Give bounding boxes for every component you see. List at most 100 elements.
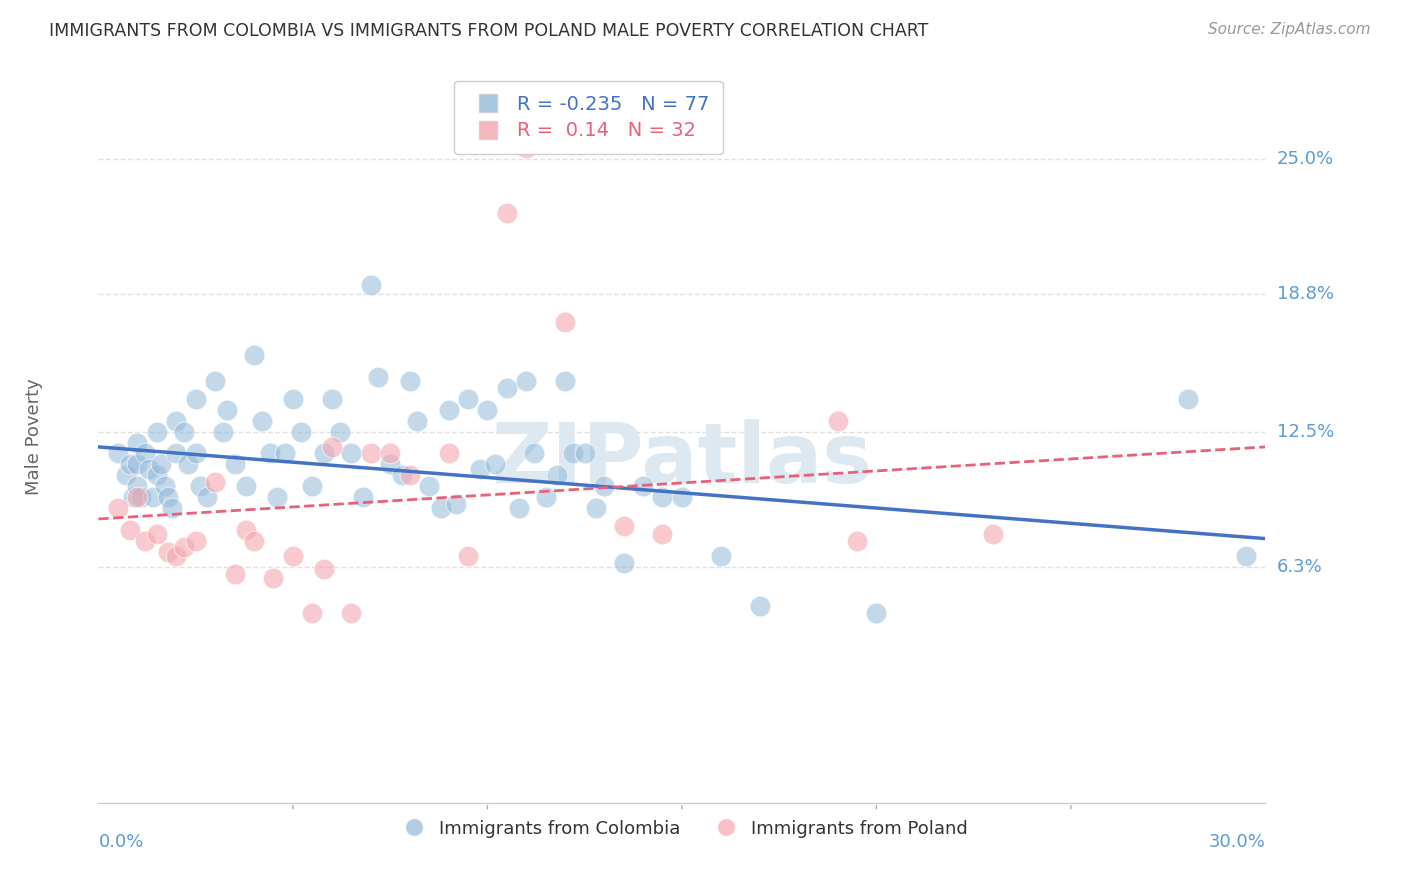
Point (184, 446, 207, 460)
Point (235, 523, 257, 537)
Point (281, 549, 304, 563)
Point (107, 501, 129, 516)
Point (243, 348, 266, 362)
Point (981, 527, 1004, 541)
Point (165, 446, 187, 460)
Point (127, 458, 149, 472)
Point (846, 533, 869, 548)
Point (484, 458, 506, 472)
Point (360, 446, 382, 460)
Point (146, 527, 169, 541)
Point (146, 468, 169, 483)
Point (138, 461, 160, 475)
Text: 12.5%: 12.5% (1277, 423, 1334, 441)
Text: 18.8%: 18.8% (1277, 285, 1333, 303)
Point (593, 479, 616, 493)
Point (149, 458, 172, 472)
Point (406, 414, 429, 428)
Point (457, 392, 479, 406)
Point (127, 435, 149, 450)
Point (134, 446, 156, 460)
Point (312, 446, 335, 460)
Point (457, 549, 479, 563)
Point (380, 458, 402, 472)
Point (748, 599, 770, 614)
Text: Male Poverty: Male Poverty (25, 379, 44, 495)
Point (146, 425, 169, 439)
Point (274, 446, 297, 460)
Point (243, 533, 266, 548)
Point (546, 468, 568, 483)
Point (204, 375, 226, 389)
Point (1177, 392, 1199, 406)
Point (184, 392, 207, 406)
Point (312, 562, 335, 576)
Point (157, 490, 180, 504)
Point (613, 518, 636, 533)
Point (651, 490, 673, 504)
Point (340, 446, 363, 460)
Point (468, 461, 491, 475)
Point (235, 479, 257, 493)
Point (437, 402, 460, 417)
Point (554, 315, 576, 329)
Point (321, 440, 343, 454)
Point (188, 479, 211, 493)
Point (562, 446, 585, 460)
Point (418, 479, 440, 493)
Point (429, 501, 451, 516)
Point (515, 375, 537, 389)
Point (122, 490, 145, 504)
Text: 0.0%: 0.0% (98, 833, 143, 851)
Point (554, 375, 576, 389)
Point (301, 606, 323, 620)
Point (162, 501, 184, 516)
Point (118, 523, 141, 537)
Point (631, 479, 654, 493)
Point (865, 606, 887, 620)
Point (534, 490, 557, 504)
Point (340, 606, 363, 620)
Point (153, 479, 176, 493)
Point (391, 468, 413, 483)
Point (360, 278, 382, 293)
Point (496, 381, 519, 395)
Point (259, 446, 281, 460)
Point (446, 497, 468, 511)
Point (352, 490, 374, 504)
Point (508, 501, 530, 516)
Point (496, 206, 519, 220)
Point (301, 479, 323, 493)
Point (523, 446, 546, 460)
Point (195, 490, 218, 504)
Point (127, 479, 149, 493)
Point (204, 475, 226, 489)
Point (107, 446, 129, 460)
Point (142, 490, 165, 504)
Text: 25.0%: 25.0% (1277, 150, 1334, 168)
Point (177, 458, 200, 472)
Point (118, 458, 141, 472)
Point (671, 490, 693, 504)
Point (224, 458, 246, 472)
Point (266, 490, 288, 504)
Text: ZIPatlas: ZIPatlas (492, 418, 872, 500)
Point (827, 414, 849, 428)
Point (585, 501, 607, 516)
Point (710, 549, 733, 563)
Point (613, 556, 636, 570)
Point (157, 545, 180, 559)
Point (127, 490, 149, 504)
Point (1234, 549, 1257, 563)
Point (129, 490, 152, 504)
Point (398, 468, 420, 483)
Point (329, 425, 352, 439)
Point (114, 468, 136, 483)
Point (398, 375, 420, 389)
Point (515, 141, 537, 155)
Point (184, 533, 207, 548)
Point (224, 566, 246, 581)
Point (367, 370, 389, 384)
Point (250, 414, 273, 428)
Text: 6.3%: 6.3% (1277, 558, 1322, 576)
